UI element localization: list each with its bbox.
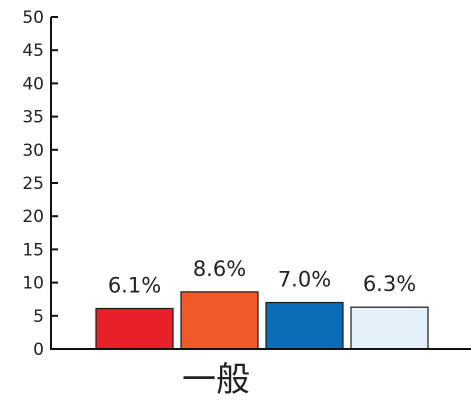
bar-value-label: 6.3% [363, 272, 416, 296]
value-labels: 6.1% 8.6% 7.0% 6.3% [108, 257, 416, 298]
y-axis: 0 5 10 15 20 25 30 35 40 45 50 [22, 8, 58, 360]
y-tick-label: 0 [33, 340, 44, 360]
bars [95, 291, 429, 350]
y-tick-label: 30 [22, 141, 44, 161]
bar [350, 306, 429, 350]
x-category-label: 一般 [182, 360, 250, 398]
y-tick-label: 45 [22, 41, 44, 61]
bar-value-label: 6.1% [108, 273, 161, 297]
y-tick-label: 15 [22, 240, 44, 260]
y-tick-label: 5 [33, 307, 44, 327]
bar [265, 301, 344, 350]
y-tick-label: 25 [22, 174, 44, 194]
y-tick-label: 20 [22, 207, 44, 227]
bar [95, 307, 174, 350]
y-tick-label: 35 [22, 108, 44, 128]
y-tick-label: 10 [22, 274, 44, 294]
x-axis: 一般 [50, 348, 471, 400]
y-tick-label: 40 [22, 74, 44, 94]
y-tick-label: 50 [22, 8, 44, 28]
bar-value-label: 8.6% [193, 257, 246, 281]
bar-value-label: 7.0% [278, 268, 331, 292]
bar [180, 291, 259, 350]
